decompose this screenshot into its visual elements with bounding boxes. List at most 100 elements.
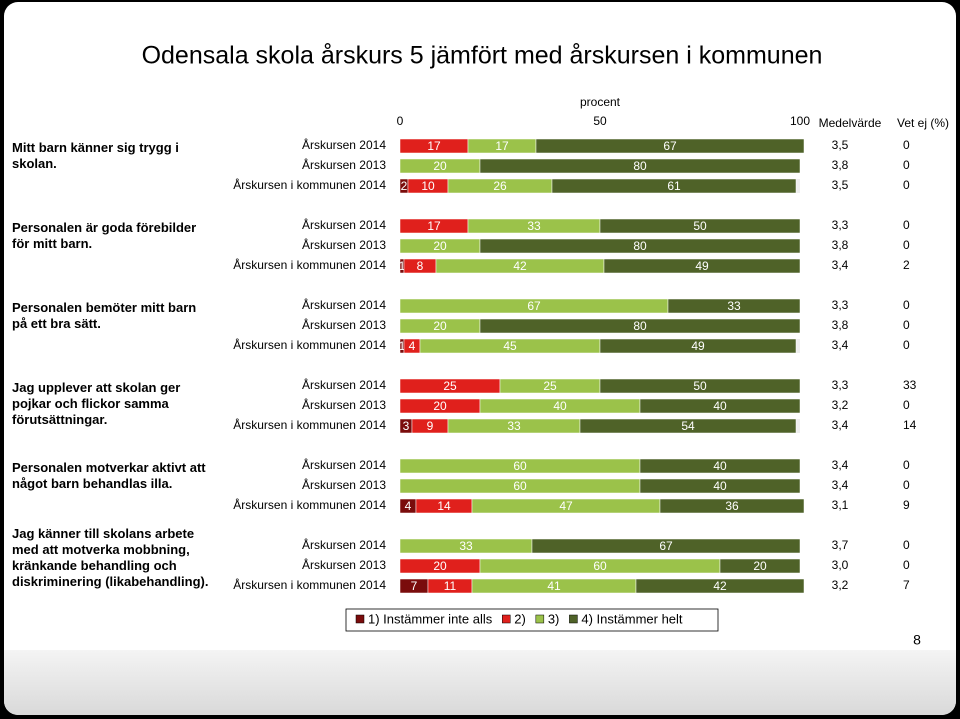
data-label: 10 bbox=[421, 179, 435, 193]
mean-value: 3,4 bbox=[832, 338, 849, 352]
bar-segment bbox=[479, 158, 801, 174]
dont-know-value: 0 bbox=[903, 238, 910, 252]
dont-know-value: 0 bbox=[903, 478, 910, 492]
dont-know-value: 0 bbox=[903, 158, 910, 172]
question: Jag känner till skolans arbete med att m… bbox=[12, 526, 209, 589]
data-label: 17 bbox=[495, 139, 509, 153]
data-label: 33 bbox=[507, 419, 521, 433]
bar-segment bbox=[639, 458, 801, 474]
data-label: 60 bbox=[513, 459, 527, 473]
data-label: 67 bbox=[659, 539, 673, 553]
question: Personalen motverkar aktivt att något ba… bbox=[12, 460, 206, 491]
dont-know-value: 14 bbox=[903, 418, 917, 432]
dont-know-value: 0 bbox=[903, 298, 910, 312]
mean-value: 3,8 bbox=[832, 318, 849, 332]
data-label: 40 bbox=[713, 459, 727, 473]
data-label: 40 bbox=[713, 479, 727, 493]
data-label: 20 bbox=[433, 239, 447, 253]
data-label: 80 bbox=[633, 239, 647, 253]
row-label: Årskursen 2013 bbox=[302, 157, 386, 172]
dont-know-value: 7 bbox=[903, 578, 910, 592]
data-label: 9 bbox=[427, 419, 434, 433]
bar-segment bbox=[599, 338, 797, 354]
mean-value: 3,3 bbox=[832, 378, 849, 392]
data-label: 50 bbox=[693, 379, 707, 393]
dont-know-value: 0 bbox=[903, 558, 910, 572]
data-label: 47 bbox=[559, 499, 573, 513]
mean-value: 3,4 bbox=[832, 418, 849, 432]
data-label: 45 bbox=[503, 339, 517, 353]
mean-value: 3,0 bbox=[832, 558, 849, 572]
legend-label: 3) bbox=[548, 611, 560, 626]
mean-value: 3,4 bbox=[832, 258, 849, 272]
data-label: 41 bbox=[547, 579, 561, 593]
data-label: 4 bbox=[409, 339, 416, 353]
data-label: 20 bbox=[433, 159, 447, 173]
mean-value: 3,5 bbox=[832, 178, 849, 192]
dont-know-value: 9 bbox=[903, 498, 910, 512]
mean-value: 3,2 bbox=[832, 398, 849, 412]
bar-segment bbox=[639, 398, 801, 414]
question: Personalen bemöter mitt barn på ett bra … bbox=[12, 300, 197, 331]
dont-know-value: 0 bbox=[903, 458, 910, 472]
slide: Odensala skola årskurs 5 jämfört med års… bbox=[4, 2, 956, 715]
legend-swatch bbox=[502, 614, 511, 624]
question: Mitt barn känner sig trygg i skolan. bbox=[12, 140, 179, 171]
bar-segment bbox=[667, 298, 801, 314]
data-label: 67 bbox=[527, 299, 541, 313]
mean-value: 3,3 bbox=[832, 218, 849, 232]
row-label: Årskursen i kommunen 2014 bbox=[233, 257, 386, 272]
legend-swatch bbox=[535, 614, 545, 624]
data-label: 25 bbox=[443, 379, 457, 393]
data-label: 14 bbox=[437, 499, 451, 513]
row-label: Årskursen 2014 bbox=[302, 217, 386, 232]
data-label: 33 bbox=[527, 219, 541, 233]
row-label: Årskursen 2014 bbox=[302, 377, 386, 392]
row-label: Årskursen i kommunen 2014 bbox=[233, 577, 386, 592]
row-label: Årskursen 2013 bbox=[302, 557, 386, 572]
bar-segment bbox=[551, 178, 797, 194]
bar-segment bbox=[603, 258, 801, 274]
data-label: 11 bbox=[444, 579, 457, 593]
page-number: 8 bbox=[913, 632, 921, 648]
dont-know-header: Vet ej (%) bbox=[897, 116, 949, 130]
row-label: Årskursen 2014 bbox=[302, 137, 386, 152]
data-label: 50 bbox=[693, 219, 707, 233]
mean-value: 3,8 bbox=[832, 238, 849, 252]
bar-segment bbox=[531, 538, 801, 554]
data-label: 20 bbox=[433, 319, 447, 333]
dont-know-value: 0 bbox=[903, 178, 910, 192]
data-label: 42 bbox=[513, 259, 527, 273]
mean-value: 3,3 bbox=[832, 298, 849, 312]
mean-value: 3,7 bbox=[832, 538, 849, 552]
data-label: 26 bbox=[493, 179, 507, 193]
data-label: 20 bbox=[753, 559, 767, 573]
dont-know-value: 2 bbox=[903, 258, 910, 272]
bar-segment bbox=[479, 318, 801, 334]
dont-know-value: 0 bbox=[903, 318, 910, 332]
dont-know-value: 0 bbox=[903, 218, 910, 232]
data-label: 8 bbox=[417, 259, 424, 273]
data-label: 49 bbox=[691, 339, 705, 353]
mean-value: 3,2 bbox=[832, 578, 849, 592]
mean-value: 3,4 bbox=[832, 458, 849, 472]
data-label: 17 bbox=[427, 219, 441, 233]
legend-label: 2) bbox=[514, 611, 526, 626]
data-label: 49 bbox=[695, 259, 709, 273]
data-label: 67 bbox=[663, 139, 677, 153]
row-label: Årskursen i kommunen 2014 bbox=[233, 417, 386, 432]
legend-label: 1) Instämmer inte alls bbox=[368, 611, 493, 626]
dont-know-value: 0 bbox=[903, 398, 910, 412]
legend-swatch bbox=[569, 614, 578, 624]
chart-title: Odensala skola årskurs 5 jämfört med års… bbox=[142, 42, 823, 70]
data-label: 40 bbox=[713, 399, 727, 413]
bar-segment bbox=[479, 238, 801, 254]
data-label: 1 bbox=[399, 259, 406, 273]
row-label: Årskursen 2013 bbox=[302, 397, 386, 412]
question: Personalen är goda förebilder för mitt b… bbox=[12, 220, 197, 251]
mean-value: 3,4 bbox=[832, 478, 849, 492]
data-label: 20 bbox=[433, 399, 447, 413]
data-label: 60 bbox=[593, 559, 607, 573]
mean-value: 3,1 bbox=[832, 498, 849, 512]
chart: Odensala skola årskurs 5 jämfört med års… bbox=[142, 42, 949, 648]
